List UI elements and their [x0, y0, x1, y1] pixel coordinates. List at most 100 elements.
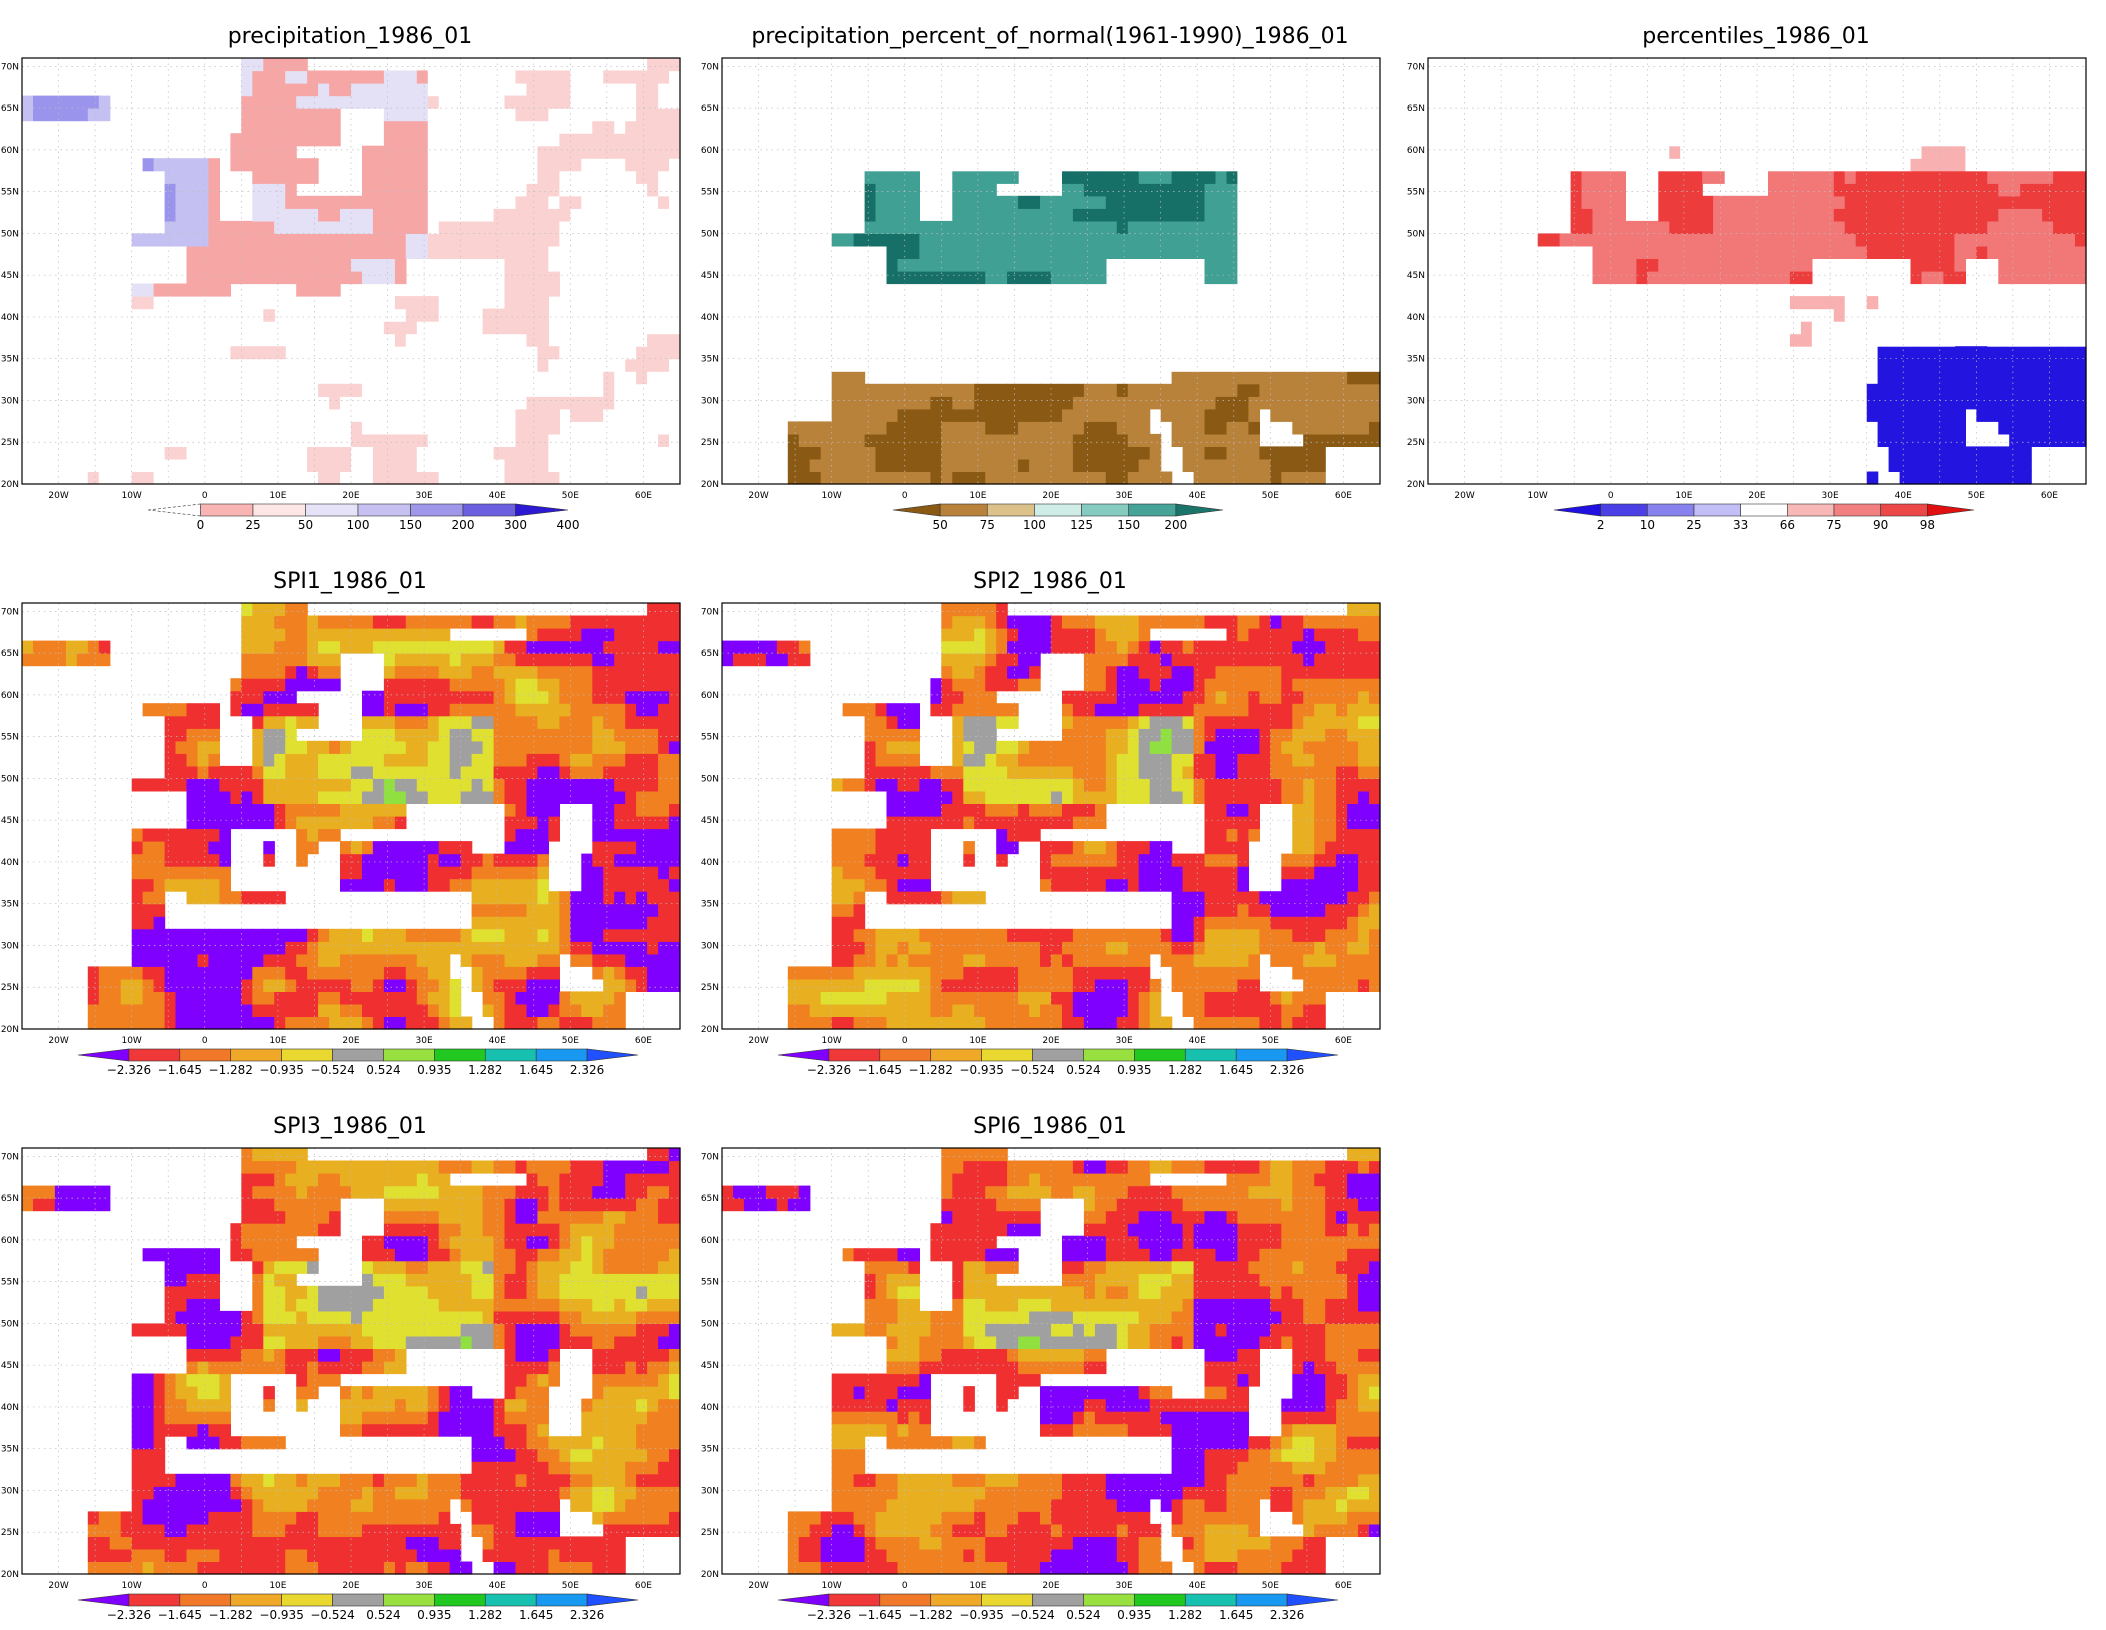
field-cell	[417, 941, 429, 954]
field-cell	[1325, 246, 1337, 259]
field-cell	[1494, 459, 1506, 472]
field-cell	[1889, 146, 1901, 159]
field-cell	[625, 816, 637, 829]
field-cell	[296, 58, 308, 71]
field-cell	[2020, 309, 2032, 322]
field-cell	[1461, 108, 1473, 121]
field-cell	[1117, 472, 1129, 485]
field-cell	[296, 804, 308, 817]
field-cell	[592, 409, 604, 422]
field-cell	[1007, 396, 1019, 409]
field-cell	[592, 221, 604, 234]
field-cell	[1647, 108, 1659, 121]
field-cell	[329, 133, 341, 146]
field-cell	[963, 171, 975, 184]
lon-label: 20W	[48, 491, 68, 501]
field-cell	[603, 171, 615, 184]
field-cell	[1051, 459, 1063, 472]
field-cell	[843, 334, 855, 347]
field-cell	[1713, 96, 1725, 109]
field-cell	[1889, 409, 1901, 422]
field-cell	[198, 804, 210, 817]
field-cell	[1227, 83, 1239, 96]
field-cell	[1933, 183, 1945, 196]
field-cell	[1347, 259, 1359, 272]
field-cell	[548, 284, 560, 297]
field-cell	[865, 171, 877, 184]
field-cell	[548, 472, 560, 485]
field-cell	[1560, 158, 1572, 171]
field-cell	[2009, 108, 2021, 121]
field-cell	[1669, 472, 1681, 485]
field-cell	[2075, 171, 2087, 184]
lat-label: 25N	[1407, 438, 1425, 448]
field-cell	[1757, 259, 1769, 272]
field-cell	[581, 196, 593, 209]
field-cell	[176, 334, 188, 347]
field-cell	[1998, 221, 2010, 234]
field-cell	[1724, 384, 1736, 397]
field-cell	[483, 891, 495, 904]
field-cell	[1505, 434, 1517, 447]
field-cell	[230, 409, 242, 422]
field-cell	[581, 472, 593, 485]
field-cell	[1062, 96, 1074, 109]
field-cell	[996, 171, 1008, 184]
field-cell	[1834, 421, 1846, 434]
field-cell	[647, 941, 659, 954]
field-cell	[2053, 296, 2065, 309]
field-cell	[1062, 384, 1074, 397]
field-cell	[1336, 271, 1348, 284]
field-cell	[559, 171, 571, 184]
field-cell	[1911, 334, 1923, 347]
field-cell	[1845, 196, 1857, 209]
field-cell	[1303, 108, 1315, 121]
field-cell	[1845, 146, 1857, 159]
field-cell	[614, 804, 626, 817]
field-cell	[887, 158, 899, 171]
field-cell	[1900, 208, 1912, 221]
field-cell	[647, 196, 659, 209]
field-cell	[1248, 472, 1260, 485]
field-cell	[1636, 271, 1648, 284]
field-cell	[1128, 133, 1140, 146]
field-cell	[1790, 146, 1802, 159]
field-cell	[1987, 459, 1999, 472]
field-cell	[843, 296, 855, 309]
field-cell	[285, 446, 297, 459]
colorbar-swatch	[987, 504, 1034, 516]
field-cell	[1183, 459, 1195, 472]
field-cell	[1205, 121, 1217, 134]
field-cell	[843, 384, 855, 397]
field-cell	[2020, 446, 2032, 459]
field-cell	[1051, 334, 1063, 347]
lon-label: 20E	[342, 491, 359, 501]
field-cell	[1571, 459, 1583, 472]
field-cell	[559, 246, 571, 259]
field-cell	[439, 71, 451, 84]
field-cell	[898, 321, 910, 334]
field-cell	[854, 396, 866, 409]
field-cell	[1325, 196, 1337, 209]
field-cell	[1582, 472, 1594, 485]
field-cell	[1856, 384, 1868, 397]
field-cell	[373, 146, 385, 159]
field-cell	[1051, 434, 1063, 447]
field-cell	[1779, 259, 1791, 272]
field-cell	[581, 446, 593, 459]
field-cell	[669, 954, 681, 967]
field-cell	[1965, 384, 1977, 397]
field-cell	[1823, 309, 1835, 322]
field-cell	[44, 108, 56, 121]
field-cell	[2053, 334, 2065, 347]
field-cell	[384, 954, 396, 967]
field-cell	[187, 841, 199, 854]
field-cell	[1150, 321, 1162, 334]
field-cell	[1560, 396, 1572, 409]
field-cell	[930, 421, 942, 434]
field-cell	[198, 183, 210, 196]
field-cell	[1205, 108, 1217, 121]
field-cell	[1878, 421, 1890, 434]
field-cell	[2075, 421, 2087, 434]
field-cell	[176, 284, 188, 297]
